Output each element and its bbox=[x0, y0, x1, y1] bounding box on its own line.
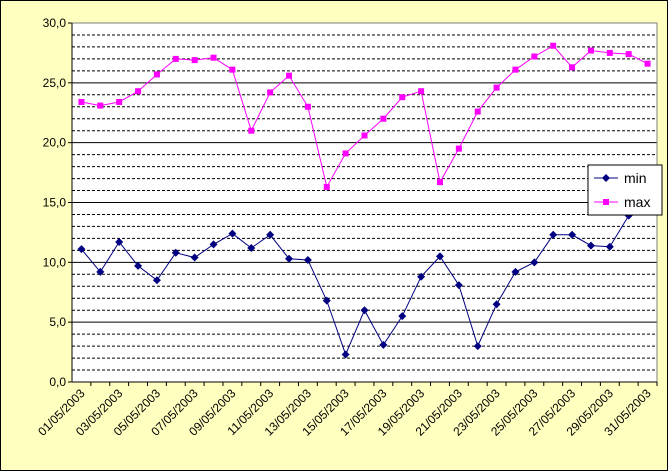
data-point bbox=[531, 53, 538, 60]
y-tick-label: 5,0 bbox=[49, 315, 66, 329]
data-point bbox=[435, 252, 444, 261]
data-point bbox=[530, 258, 539, 267]
y-tick-label: 0,0 bbox=[49, 375, 66, 389]
legend bbox=[587, 164, 663, 216]
data-point bbox=[474, 108, 481, 115]
y-tick-label: 30,0 bbox=[43, 16, 67, 30]
data-point bbox=[455, 145, 462, 152]
data-point bbox=[493, 84, 500, 91]
data-point bbox=[398, 312, 407, 321]
data-point bbox=[550, 42, 557, 49]
data-point bbox=[587, 47, 594, 54]
data-point bbox=[228, 229, 237, 238]
data-point bbox=[568, 230, 577, 239]
data-point bbox=[266, 230, 275, 239]
data-point bbox=[360, 306, 369, 315]
data-point bbox=[97, 102, 104, 109]
data-point bbox=[171, 248, 180, 257]
data-point bbox=[248, 127, 255, 134]
data-point bbox=[247, 243, 256, 252]
data-point bbox=[323, 183, 330, 190]
y-tick-label: 25,0 bbox=[43, 76, 67, 90]
data-point bbox=[625, 51, 632, 58]
data-point bbox=[77, 245, 86, 254]
data-point bbox=[153, 71, 160, 78]
data-point bbox=[286, 72, 293, 79]
data-point bbox=[135, 88, 142, 95]
legend-label: max bbox=[624, 194, 650, 210]
y-tick-label: 10,0 bbox=[43, 255, 67, 269]
data-point bbox=[454, 281, 463, 290]
data-point bbox=[210, 54, 217, 61]
data-point bbox=[606, 49, 613, 56]
data-point bbox=[379, 340, 388, 349]
data-point bbox=[380, 115, 387, 122]
data-point bbox=[116, 98, 123, 105]
data-point bbox=[322, 296, 331, 305]
legend-marker bbox=[603, 199, 609, 205]
data-point bbox=[96, 267, 105, 276]
data-point bbox=[511, 267, 520, 276]
data-point bbox=[78, 98, 85, 105]
data-point bbox=[417, 272, 426, 281]
data-point bbox=[399, 94, 406, 101]
data-point bbox=[586, 241, 595, 250]
data-point bbox=[473, 342, 482, 351]
data-point bbox=[304, 103, 311, 110]
data-point bbox=[172, 55, 179, 62]
legend-label: min bbox=[624, 170, 647, 186]
y-tick-label: 15,0 bbox=[43, 196, 67, 210]
data-point bbox=[209, 240, 218, 249]
data-point bbox=[285, 254, 294, 263]
data-point bbox=[549, 230, 558, 239]
data-point bbox=[190, 253, 199, 262]
data-point bbox=[361, 132, 368, 139]
data-point bbox=[418, 88, 425, 95]
legend-marker bbox=[602, 174, 610, 182]
data-point bbox=[303, 255, 312, 264]
data-point bbox=[569, 64, 576, 71]
y-tick-label: 20,0 bbox=[43, 136, 67, 150]
data-point bbox=[191, 57, 198, 64]
data-point bbox=[492, 300, 501, 309]
data-point bbox=[605, 242, 614, 251]
data-point bbox=[436, 179, 443, 186]
data-point bbox=[229, 66, 236, 73]
data-point bbox=[342, 150, 349, 157]
data-point bbox=[644, 60, 651, 67]
data-point bbox=[115, 237, 124, 246]
data-point bbox=[134, 261, 143, 270]
data-point bbox=[152, 276, 161, 285]
data-point bbox=[267, 89, 274, 96]
data-point bbox=[512, 66, 519, 73]
data-point bbox=[341, 350, 350, 359]
